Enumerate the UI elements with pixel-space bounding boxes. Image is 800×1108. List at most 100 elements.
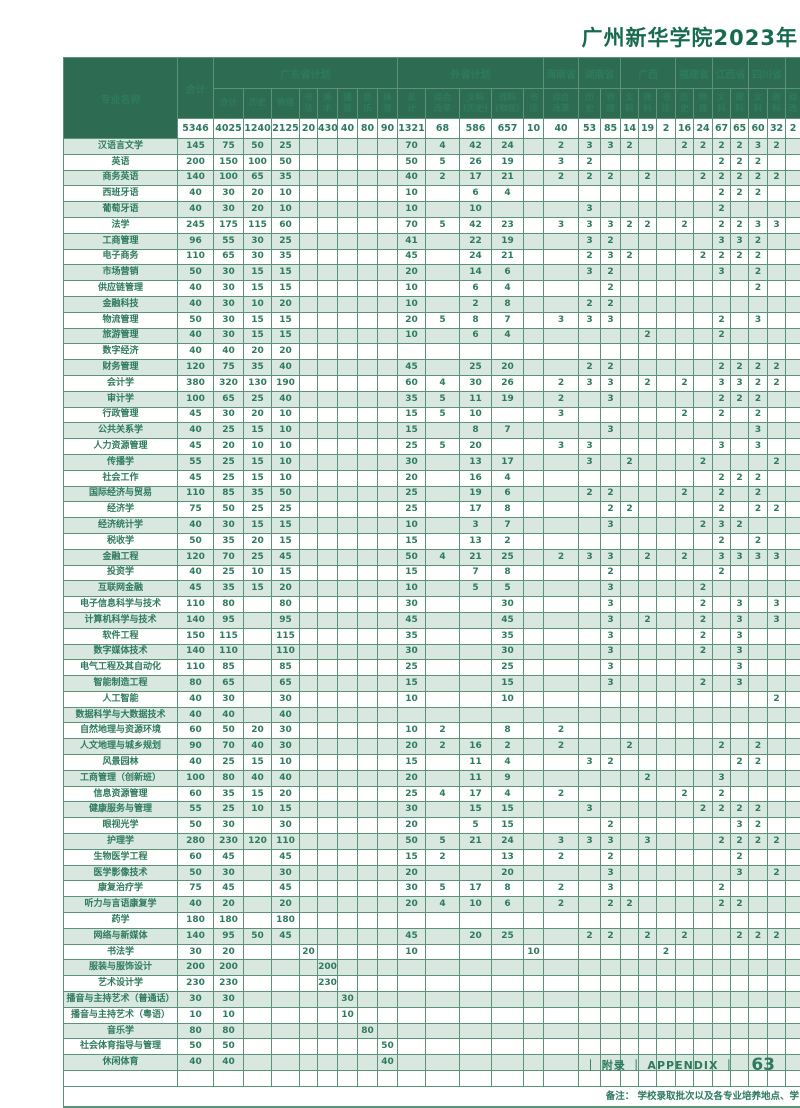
value-cell bbox=[524, 992, 544, 1008]
value-cell: 10 bbox=[460, 897, 492, 913]
value-cell bbox=[694, 360, 713, 376]
total-cell-5: 430 bbox=[318, 119, 338, 139]
value-cell: 15 bbox=[398, 849, 426, 865]
value-cell: 2 bbox=[694, 581, 713, 597]
value-cell: 2 bbox=[601, 849, 621, 865]
value-cell: 5 bbox=[426, 439, 460, 455]
sub-header-7-0: 文 科 bbox=[749, 89, 768, 119]
value-cell bbox=[338, 1023, 358, 1039]
value-cell: 180 bbox=[178, 913, 214, 929]
value-cell bbox=[786, 328, 800, 344]
value-cell bbox=[768, 786, 786, 802]
value-cell bbox=[524, 865, 544, 881]
value-cell bbox=[639, 233, 657, 249]
value-cell: 11 bbox=[460, 755, 492, 771]
value-cell: 13 bbox=[460, 454, 492, 470]
value-cell bbox=[731, 202, 749, 218]
value-cell: 3 bbox=[544, 439, 579, 455]
value-cell bbox=[426, 502, 460, 518]
value-cell bbox=[244, 676, 272, 692]
value-cell bbox=[749, 676, 768, 692]
value-cell bbox=[621, 154, 639, 170]
value-cell bbox=[524, 233, 544, 249]
value-cell bbox=[338, 849, 358, 865]
value-cell bbox=[713, 723, 731, 739]
value-cell: 5 bbox=[426, 407, 460, 423]
value-cell bbox=[358, 249, 378, 265]
value-cell: 2 bbox=[713, 391, 731, 407]
page-title: 广州新华学院2023年 bbox=[582, 22, 798, 52]
value-cell bbox=[524, 707, 544, 723]
value-cell: 65 bbox=[272, 676, 300, 692]
major-name-cell: 自然地理与资源环境 bbox=[64, 723, 178, 739]
plan-table: 专业名称合计广东省计划外省计划海南省湖南省广西福建省江西省四川省合计历史物理书 … bbox=[63, 57, 800, 1108]
value-cell bbox=[657, 755, 676, 771]
value-cell: 2 bbox=[731, 186, 749, 202]
value-cell bbox=[544, 597, 579, 613]
value-cell bbox=[426, 944, 460, 960]
value-cell bbox=[657, 612, 676, 628]
value-cell: 2 bbox=[749, 470, 768, 486]
value-cell bbox=[694, 375, 713, 391]
major-name-cell: 金融科技 bbox=[64, 296, 178, 312]
sub-header-0-2: 物理 bbox=[272, 89, 300, 119]
value-cell bbox=[786, 786, 800, 802]
value-cell: 3 bbox=[731, 865, 749, 881]
value-cell bbox=[786, 976, 800, 992]
value-cell bbox=[786, 897, 800, 913]
value-cell: 3 bbox=[544, 217, 579, 233]
value-cell bbox=[657, 360, 676, 376]
value-cell: 115 bbox=[272, 628, 300, 644]
value-cell bbox=[621, 644, 639, 660]
value-cell: 20 bbox=[244, 202, 272, 218]
value-cell bbox=[378, 360, 398, 376]
value-cell bbox=[694, 865, 713, 881]
value-cell: 15 bbox=[272, 328, 300, 344]
value-cell bbox=[300, 1071, 318, 1087]
value-cell: 8 bbox=[460, 423, 492, 439]
group-header-4: 广西 bbox=[621, 58, 676, 89]
value-cell bbox=[786, 1023, 800, 1039]
value-cell: 50 bbox=[398, 834, 426, 850]
value-cell bbox=[300, 344, 318, 360]
value-cell: 3 bbox=[544, 312, 579, 328]
value-cell bbox=[426, 186, 460, 202]
value-cell bbox=[676, 170, 694, 186]
value-cell: 15 bbox=[272, 265, 300, 281]
value-cell: 15 bbox=[398, 676, 426, 692]
value-cell bbox=[621, 565, 639, 581]
value-cell bbox=[492, 913, 524, 929]
value-cell bbox=[338, 186, 358, 202]
value-cell bbox=[657, 865, 676, 881]
value-cell: 30 bbox=[214, 312, 244, 328]
value-cell: 2 bbox=[579, 486, 601, 502]
value-cell bbox=[768, 881, 786, 897]
value-cell bbox=[378, 233, 398, 249]
value-cell: 80 bbox=[178, 676, 214, 692]
value-cell bbox=[300, 549, 318, 565]
value-cell bbox=[731, 265, 749, 281]
value-cell bbox=[338, 834, 358, 850]
value-cell: 8 bbox=[492, 881, 524, 897]
value-cell: 6 bbox=[492, 486, 524, 502]
value-cell bbox=[749, 328, 768, 344]
value-cell: 3 bbox=[544, 834, 579, 850]
value-cell bbox=[426, 976, 460, 992]
total-cell-17: 14 bbox=[621, 119, 639, 139]
major-name-cell: 国际经济与贸易 bbox=[64, 486, 178, 502]
value-cell: 20 bbox=[244, 533, 272, 549]
value-cell bbox=[378, 439, 398, 455]
value-cell bbox=[544, 1055, 579, 1071]
value-cell: 30 bbox=[398, 454, 426, 470]
value-cell: 2 bbox=[731, 360, 749, 376]
value-cell: 23 bbox=[492, 217, 524, 233]
value-cell bbox=[657, 549, 676, 565]
value-cell: 80 bbox=[358, 1023, 378, 1039]
value-cell bbox=[318, 770, 338, 786]
value-cell: 4 bbox=[492, 755, 524, 771]
value-cell bbox=[272, 992, 300, 1008]
